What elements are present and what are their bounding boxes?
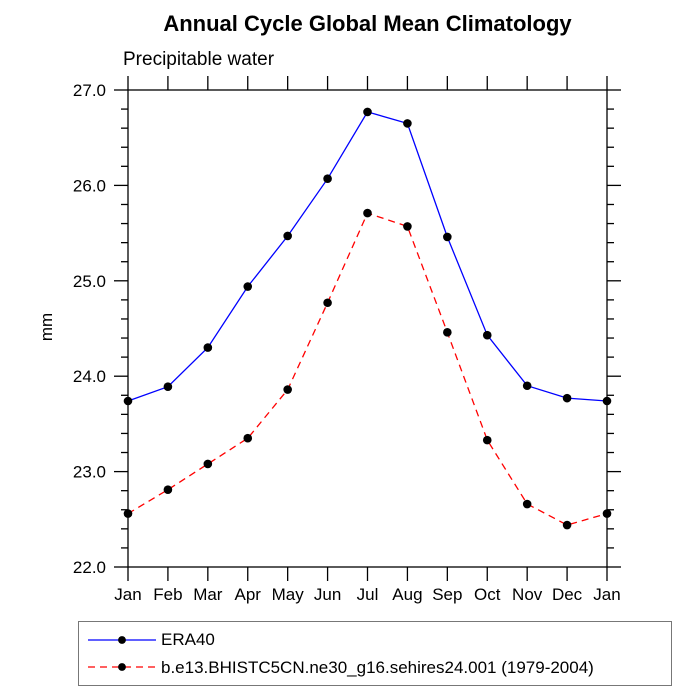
data-point bbox=[243, 282, 253, 291]
y-axis-ticks: 22.0 23.0 24.0 25.0 26.0 27.0 bbox=[73, 81, 621, 577]
data-point bbox=[163, 382, 173, 391]
x-tick-label: Feb bbox=[153, 585, 182, 604]
data-point bbox=[283, 231, 292, 241]
legend-label-model: b.e13.BHISTC5CN.ne30_g16.sehires24.001 (… bbox=[161, 657, 594, 677]
x-tick-label: Jun bbox=[314, 585, 341, 604]
legend-sample-marker bbox=[118, 663, 126, 672]
x-tick-label: Oct bbox=[474, 585, 501, 604]
data-point bbox=[323, 298, 332, 308]
data-point bbox=[482, 435, 492, 445]
x-tick-label: Jan bbox=[593, 585, 620, 604]
data-point bbox=[203, 459, 213, 469]
series-line bbox=[127, 212, 608, 526]
x-tick-label: Sep bbox=[432, 585, 462, 604]
x-tick-label: Mar bbox=[193, 585, 223, 604]
y-tick-label: 25.0 bbox=[73, 272, 106, 291]
model-line-sample bbox=[88, 663, 156, 672]
data-point bbox=[562, 393, 572, 403]
data-point bbox=[562, 520, 572, 530]
data-point bbox=[163, 485, 173, 495]
x-axis-ticks: Jan Feb Mar Apr May Jun Jul Aug Sep Oct Nov Dec Jan bbox=[114, 76, 621, 604]
era40-line-sample bbox=[88, 635, 156, 644]
legend-sample-marker bbox=[118, 635, 126, 644]
y-axis-minor-ticks bbox=[121, 108, 614, 549]
y-tick-label: 22.0 bbox=[73, 558, 106, 577]
series-model bbox=[123, 208, 612, 530]
data-point bbox=[522, 381, 532, 391]
series-era40 bbox=[123, 107, 612, 406]
plot-frame bbox=[127, 89, 608, 568]
data-point bbox=[123, 396, 133, 406]
legend-label-era40: ERA40 bbox=[161, 630, 215, 650]
chart-title: Annual Cycle Global Mean Climatology bbox=[163, 11, 572, 36]
data-point bbox=[363, 208, 372, 218]
chart-subtitle: Precipitable water bbox=[123, 49, 275, 70]
data-point bbox=[602, 509, 612, 518]
legend-item-model: b.e13.BHISTC5CN.ne30_g16.sehires24.001 (… bbox=[86, 657, 671, 677]
x-tick-label: May bbox=[272, 585, 305, 604]
data-point bbox=[363, 107, 372, 117]
data-point bbox=[482, 330, 492, 340]
x-tick-label: Jul bbox=[357, 585, 379, 604]
series-line bbox=[127, 111, 608, 402]
y-tick-label: 27.0 bbox=[73, 81, 106, 100]
y-tick-label: 26.0 bbox=[73, 176, 106, 195]
data-point bbox=[203, 343, 213, 352]
data-point bbox=[403, 222, 412, 231]
data-point bbox=[602, 396, 612, 406]
data-point bbox=[522, 499, 532, 509]
data-point bbox=[443, 232, 452, 242]
legend-box: ERA40 b.e13.BHISTC5CN.ne30_g16.sehires24… bbox=[78, 621, 672, 686]
data-point bbox=[403, 119, 412, 128]
y-tick-label: 24.0 bbox=[73, 367, 106, 386]
data-point bbox=[123, 509, 133, 518]
x-tick-label: Jan bbox=[114, 585, 141, 604]
x-tick-label: Nov bbox=[512, 585, 543, 604]
data-point bbox=[443, 328, 452, 337]
x-tick-label: Dec bbox=[552, 585, 583, 604]
legend-item-era40: ERA40 bbox=[86, 630, 671, 650]
data-point bbox=[243, 433, 253, 443]
data-point bbox=[323, 174, 332, 184]
x-tick-label: Apr bbox=[235, 585, 262, 604]
y-tick-label: 23.0 bbox=[73, 463, 106, 482]
data-point bbox=[283, 385, 292, 394]
x-tick-label: Aug bbox=[392, 585, 422, 604]
